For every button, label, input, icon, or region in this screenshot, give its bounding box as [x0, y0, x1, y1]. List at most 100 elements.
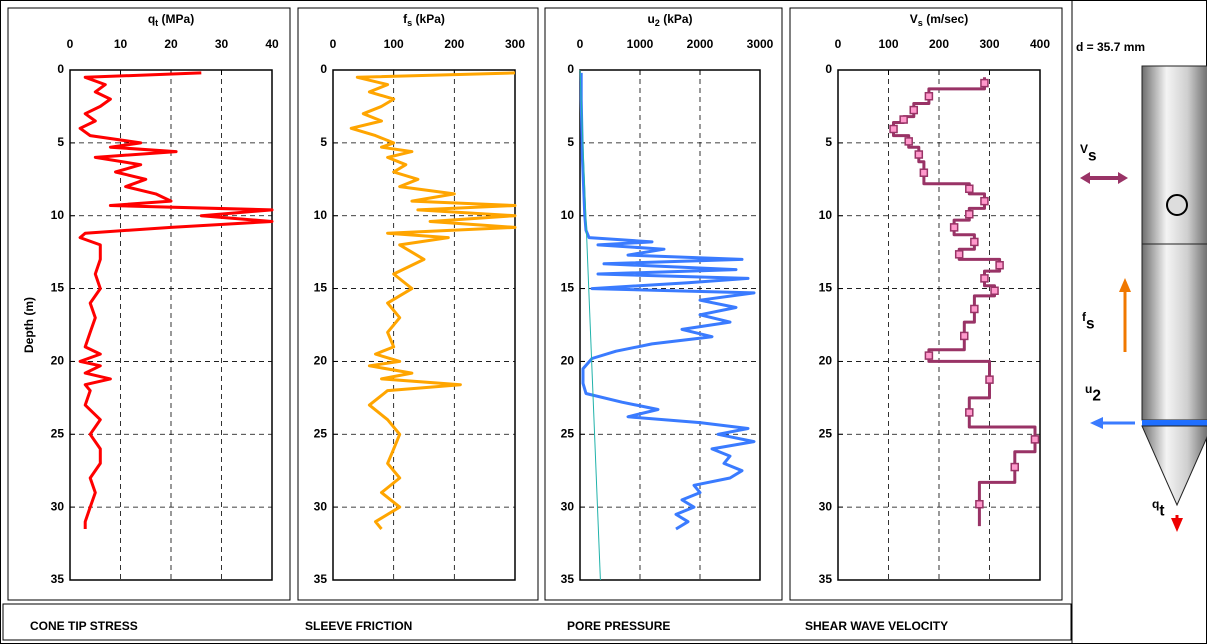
vs-arrow-head: [1080, 172, 1090, 184]
qt-arrow-head: [1171, 518, 1183, 532]
chart-title: Vs (m/sec): [910, 12, 968, 28]
x-tick-label: 0: [330, 37, 337, 51]
caption: SHEAR WAVE VELOCITY: [805, 619, 948, 633]
data-marker: [909, 105, 918, 115]
data-marker: [919, 168, 929, 177]
y-tick-label: 5: [825, 135, 832, 149]
plot-area: [332, 69, 516, 581]
data-marker: [975, 499, 984, 509]
chart-title-unit: (m/sec): [923, 12, 968, 26]
probe-label: qt: [1152, 497, 1164, 519]
data-marker: [985, 375, 994, 384]
y-tick-label: 35: [561, 572, 575, 586]
caption: PORE PRESSURE: [567, 619, 670, 633]
y-tick-label: 10: [51, 208, 65, 222]
y-tick-label: 35: [51, 572, 65, 586]
chart-title-unit: (kPa): [412, 12, 445, 26]
chart-title-sub: 2: [655, 18, 660, 28]
data-marker: [970, 237, 979, 247]
data-marker: [965, 210, 974, 219]
y-tick-label: 25: [314, 426, 328, 440]
probe-sleeve: [1141, 243, 1207, 421]
x-tick-label: 100: [878, 37, 898, 51]
y-tick-label: 0: [57, 62, 64, 76]
data-marker: [889, 124, 898, 134]
y-tick-label: 20: [561, 354, 575, 368]
chart-title: u2 (kPa): [647, 12, 692, 28]
caption: CONE TIP STRESS: [30, 619, 138, 633]
probe-label: Vs: [1080, 142, 1097, 164]
x-tick-label: 40: [265, 37, 279, 51]
probe-filter: [1142, 420, 1207, 426]
caption-bar: [2, 603, 1072, 641]
probe-label-base: V: [1080, 142, 1088, 156]
chart-title-unit: (MPa): [158, 12, 194, 26]
data-marker: [980, 196, 989, 206]
x-tick-label: 400: [1030, 37, 1050, 51]
chart-title-base: u: [647, 12, 654, 26]
x-tick-label: 30: [215, 37, 229, 51]
chart-title-base: V: [910, 12, 918, 26]
y-axis-label: Depth (m): [22, 297, 36, 353]
data-marker: [980, 274, 989, 283]
data-marker: [970, 304, 979, 314]
data-marker: [924, 91, 934, 101]
y-tick-label: 5: [320, 135, 327, 149]
vs-arrow-head: [1118, 172, 1128, 184]
probe-label-base: u: [1085, 382, 1092, 396]
data-line: [579, 69, 601, 581]
plot-area: [579, 69, 761, 581]
chart-title-sub: s: [407, 18, 412, 28]
data-marker: [965, 408, 974, 417]
panel-frame: [544, 7, 783, 601]
panel-frame: [789, 7, 1063, 601]
data-marker: [914, 150, 924, 159]
probe-label-sub: s: [1086, 316, 1095, 333]
data-marker: [980, 78, 989, 88]
y-tick-label: 0: [567, 62, 574, 76]
y-tick-label: 15: [561, 281, 575, 295]
x-tick-label: 3000: [747, 37, 774, 51]
y-tick-label: 35: [314, 572, 328, 586]
x-tick-label: 300: [979, 37, 999, 51]
probe-label-base: q: [1152, 497, 1159, 511]
y-tick-label: 20: [314, 354, 328, 368]
y-tick-label: 25: [51, 426, 65, 440]
x-tick-label: 0: [67, 37, 74, 51]
data-line: [78, 71, 274, 529]
y-tick-label: 20: [51, 354, 65, 368]
y-tick-label: 10: [314, 208, 328, 222]
data-line: [349, 71, 517, 530]
probe-diameter: d = 35.7 mm: [1076, 40, 1145, 54]
data-marker: [904, 137, 913, 146]
chart-title: fs (kPa): [403, 12, 445, 28]
data-marker: [960, 331, 969, 341]
u2-arrow-head: [1090, 417, 1103, 429]
y-tick-label: 30: [51, 499, 65, 513]
probe-label-base: f: [1082, 310, 1087, 324]
probe: d = 35.7 mm: [1076, 40, 1207, 532]
plot-area: [837, 69, 1041, 581]
y-tick-label: 25: [819, 426, 833, 440]
x-tick-label: 200: [929, 37, 949, 51]
y-tick-label: 15: [819, 281, 833, 295]
y-tick-label: 0: [825, 62, 832, 76]
x-tick-label: 200: [444, 37, 464, 51]
x-tick-label: 10: [114, 37, 128, 51]
probe-label-sub: s: [1088, 148, 1097, 165]
x-tick-label: 100: [384, 37, 404, 51]
probe-body: [1141, 65, 1207, 245]
chart-title-base: f: [403, 12, 408, 26]
data-marker: [1010, 462, 1019, 472]
y-tick-label: 10: [819, 208, 833, 222]
y-tick-label: 10: [561, 208, 575, 222]
data-marker: [899, 115, 908, 124]
data-marker: [924, 351, 934, 360]
plot-area: [69, 69, 273, 581]
x-tick-label: 0: [577, 37, 584, 51]
panel-frame: [7, 7, 291, 601]
chart-title-sub: s: [918, 18, 923, 28]
panel-frame: [297, 7, 539, 601]
data-marker: [965, 184, 974, 194]
